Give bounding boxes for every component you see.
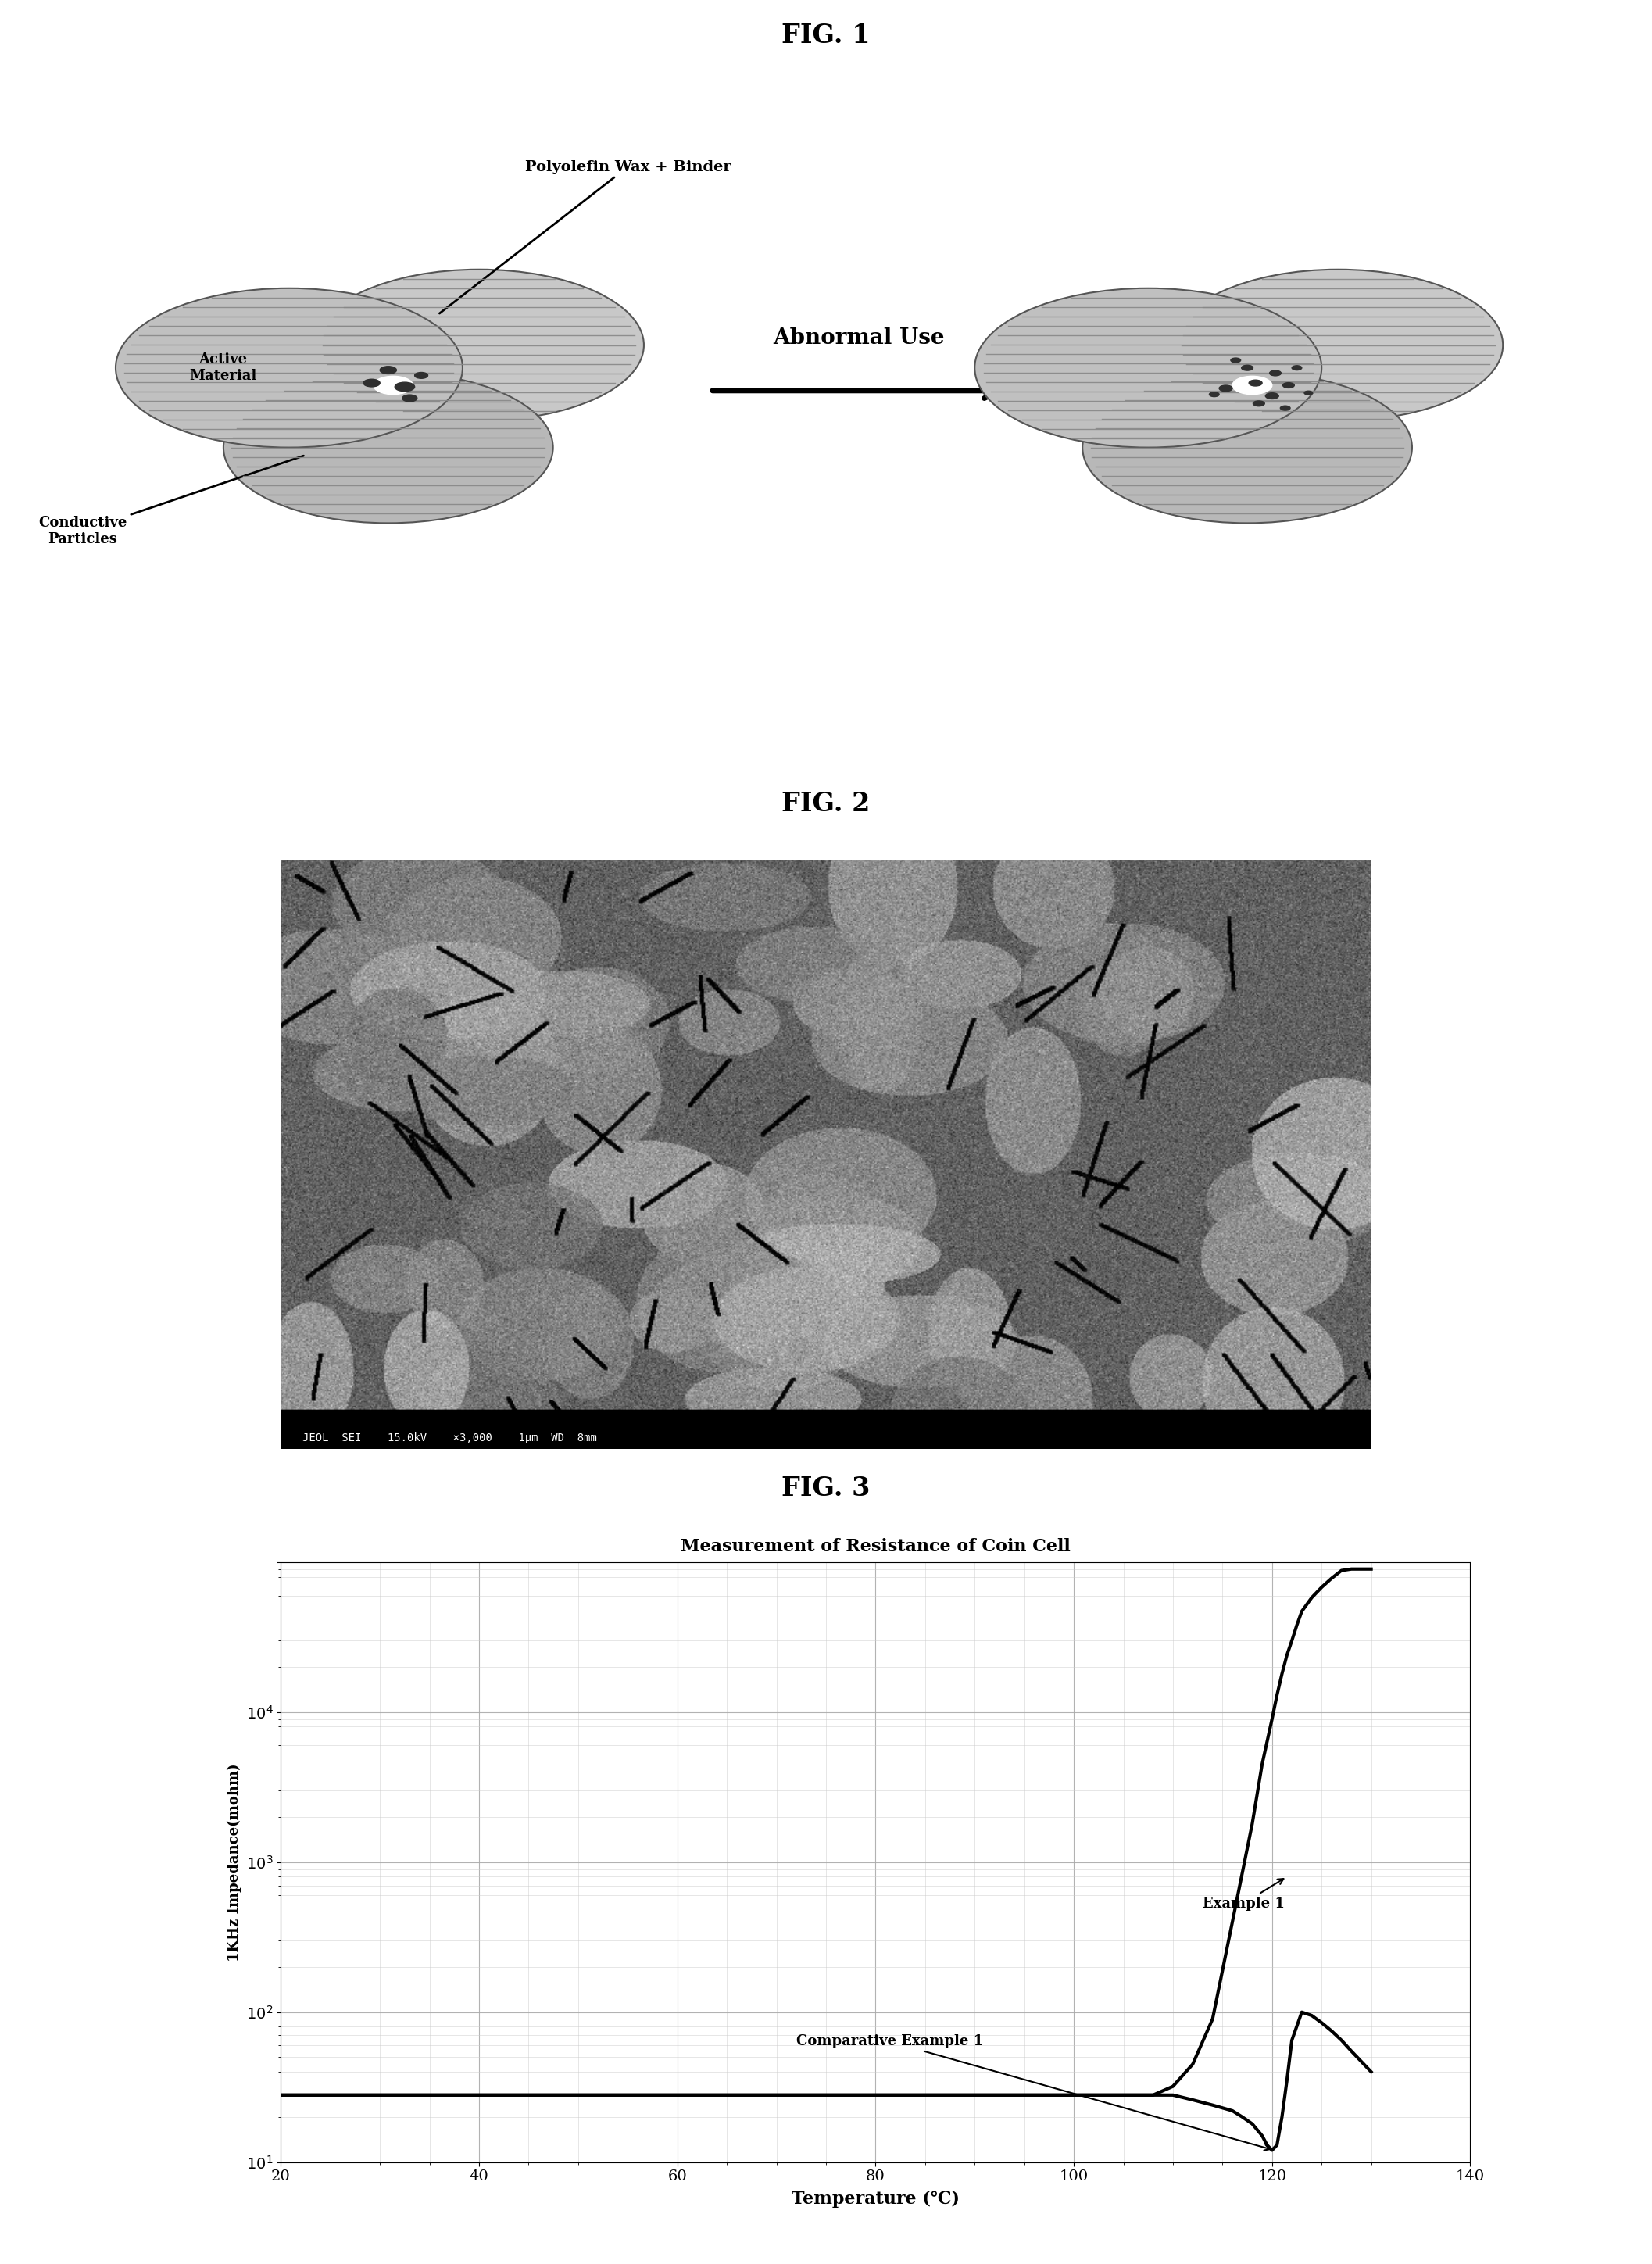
Circle shape xyxy=(223,371,553,523)
Circle shape xyxy=(1254,401,1265,405)
Circle shape xyxy=(1082,371,1412,523)
Circle shape xyxy=(1242,365,1254,371)
Text: FIG. 2: FIG. 2 xyxy=(781,790,871,817)
Circle shape xyxy=(1219,385,1232,392)
Circle shape xyxy=(314,269,644,421)
Circle shape xyxy=(1249,380,1262,387)
Circle shape xyxy=(975,288,1322,448)
Circle shape xyxy=(395,383,415,392)
Text: Conductive
Particles: Conductive Particles xyxy=(38,455,304,546)
Circle shape xyxy=(1265,394,1279,398)
Text: Comparative Example 1: Comparative Example 1 xyxy=(796,2035,1270,2151)
Y-axis label: 1KHz Impedance(mohm): 1KHz Impedance(mohm) xyxy=(228,1764,241,1961)
Circle shape xyxy=(1284,383,1295,387)
Circle shape xyxy=(363,378,380,387)
Circle shape xyxy=(116,288,463,448)
Text: Polyolefin Wax + Binder: Polyolefin Wax + Binder xyxy=(439,161,730,312)
Text: JEOL  SEI    15.0kV    ×3,000    1μm  WD  8mm: JEOL SEI 15.0kV ×3,000 1μm WD 8mm xyxy=(302,1433,596,1442)
Text: Example 1: Example 1 xyxy=(1203,1879,1285,1911)
Text: FIG. 3: FIG. 3 xyxy=(781,1476,871,1501)
Text: Active
Material: Active Material xyxy=(190,353,256,383)
Circle shape xyxy=(1269,371,1282,376)
Circle shape xyxy=(1209,392,1219,396)
Circle shape xyxy=(1173,269,1503,421)
Circle shape xyxy=(1280,405,1290,410)
Text: Abnormal Use: Abnormal Use xyxy=(773,328,945,349)
Circle shape xyxy=(1292,365,1302,369)
Circle shape xyxy=(1305,392,1313,394)
X-axis label: Temperature (℃): Temperature (℃) xyxy=(791,2189,960,2207)
Text: FIG. 1: FIG. 1 xyxy=(781,23,871,48)
Circle shape xyxy=(1231,358,1241,362)
Circle shape xyxy=(373,376,413,394)
Circle shape xyxy=(403,394,418,401)
Circle shape xyxy=(1232,376,1272,394)
Circle shape xyxy=(415,371,428,378)
Circle shape xyxy=(380,367,396,374)
Title: Measurement of Resistance of Coin Cell: Measurement of Resistance of Coin Cell xyxy=(681,1537,1070,1555)
